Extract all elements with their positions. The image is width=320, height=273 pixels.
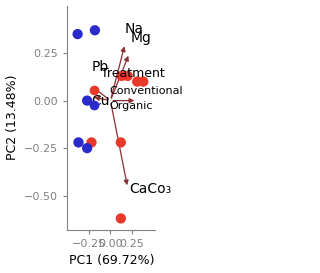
Point bbox=[89, 140, 94, 145]
Legend: Conventional, Organic: Conventional, Organic bbox=[83, 67, 183, 111]
Text: Pb: Pb bbox=[92, 60, 109, 74]
Point bbox=[84, 98, 90, 103]
Point bbox=[135, 79, 140, 84]
Text: Mg: Mg bbox=[130, 31, 151, 46]
Point bbox=[76, 140, 81, 145]
Y-axis label: PC2 (13.48%): PC2 (13.48%) bbox=[5, 75, 19, 161]
Point bbox=[119, 74, 124, 78]
Point bbox=[75, 32, 80, 36]
Point bbox=[118, 216, 124, 221]
X-axis label: PC1 (69.72%): PC1 (69.72%) bbox=[68, 254, 154, 268]
Point bbox=[125, 74, 130, 78]
Point bbox=[141, 79, 146, 84]
Point bbox=[84, 146, 90, 150]
Text: CaCo₃: CaCo₃ bbox=[130, 182, 172, 196]
Point bbox=[92, 28, 98, 32]
Text: Na: Na bbox=[124, 22, 143, 36]
Point bbox=[118, 140, 124, 145]
Text: Cu: Cu bbox=[92, 94, 110, 108]
